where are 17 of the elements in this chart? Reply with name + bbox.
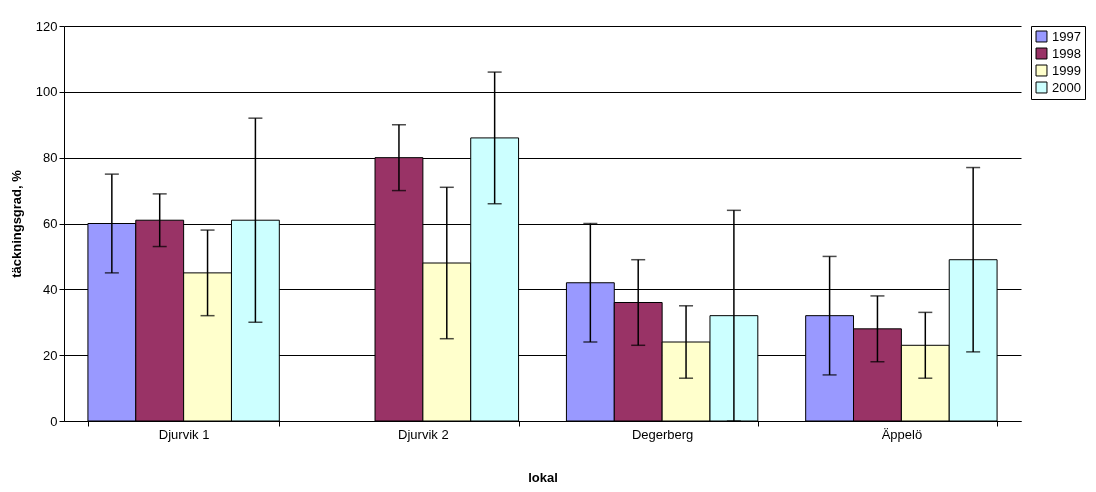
x-tick-label: Degerberg [631, 426, 694, 442]
y-tick-label: 40 [43, 281, 58, 297]
legend-label: 2000 [1052, 79, 1081, 95]
y-axis-title: täckningsgrad, % [8, 169, 24, 278]
y-tick-label: 60 [43, 216, 58, 231]
y-tick-label: 120 [35, 18, 58, 34]
y-tick-label: 80 [43, 150, 58, 166]
x-axis-title: lokal [528, 469, 558, 485]
x-tick-label: Äppelö [881, 426, 923, 442]
y-tick-label: 100 [35, 84, 58, 100]
y-tick-label: 0 [50, 413, 58, 429]
x-tick-label: Djurvik 2 [398, 426, 449, 442]
legend-label: 1999 [1052, 62, 1081, 78]
y-tick-label: 20 [43, 347, 58, 363]
legend-label: 1998 [1052, 45, 1081, 61]
x-tick-label: Djurvik 1 [158, 426, 210, 442]
legend-label: 1997 [1052, 28, 1081, 44]
